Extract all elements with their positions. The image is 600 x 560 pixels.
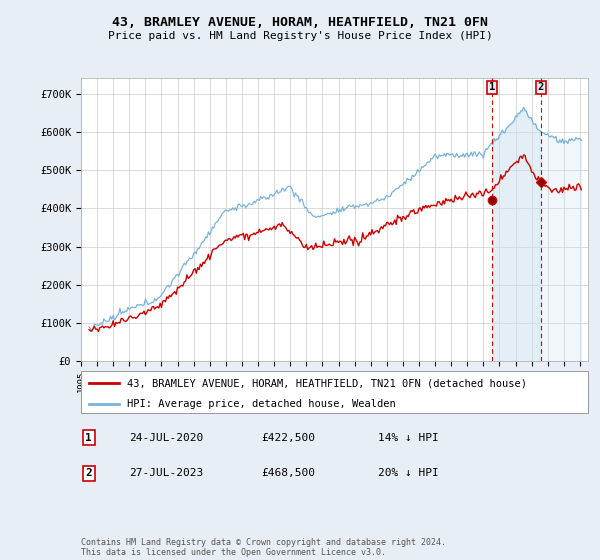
Text: £468,500: £468,500 xyxy=(261,468,315,478)
Text: HPI: Average price, detached house, Wealden: HPI: Average price, detached house, Weal… xyxy=(127,399,395,409)
Text: £422,500: £422,500 xyxy=(261,433,315,443)
Text: 1: 1 xyxy=(85,433,92,443)
Text: 43, BRAMLEY AVENUE, HORAM, HEATHFIELD, TN21 0FN: 43, BRAMLEY AVENUE, HORAM, HEATHFIELD, T… xyxy=(112,16,488,29)
Text: 2: 2 xyxy=(538,82,544,92)
Text: Contains HM Land Registry data © Crown copyright and database right 2024.
This d: Contains HM Land Registry data © Crown c… xyxy=(81,538,446,557)
Text: 27-JUL-2023: 27-JUL-2023 xyxy=(129,468,203,478)
Text: 14% ↓ HPI: 14% ↓ HPI xyxy=(378,433,439,443)
Text: 20% ↓ HPI: 20% ↓ HPI xyxy=(378,468,439,478)
Text: 43, BRAMLEY AVENUE, HORAM, HEATHFIELD, TN21 0FN (detached house): 43, BRAMLEY AVENUE, HORAM, HEATHFIELD, T… xyxy=(127,378,527,388)
Text: 1: 1 xyxy=(489,82,496,92)
Text: 24-JUL-2020: 24-JUL-2020 xyxy=(129,433,203,443)
Text: 2: 2 xyxy=(85,468,92,478)
Text: Price paid vs. HM Land Registry's House Price Index (HPI): Price paid vs. HM Land Registry's House … xyxy=(107,31,493,41)
